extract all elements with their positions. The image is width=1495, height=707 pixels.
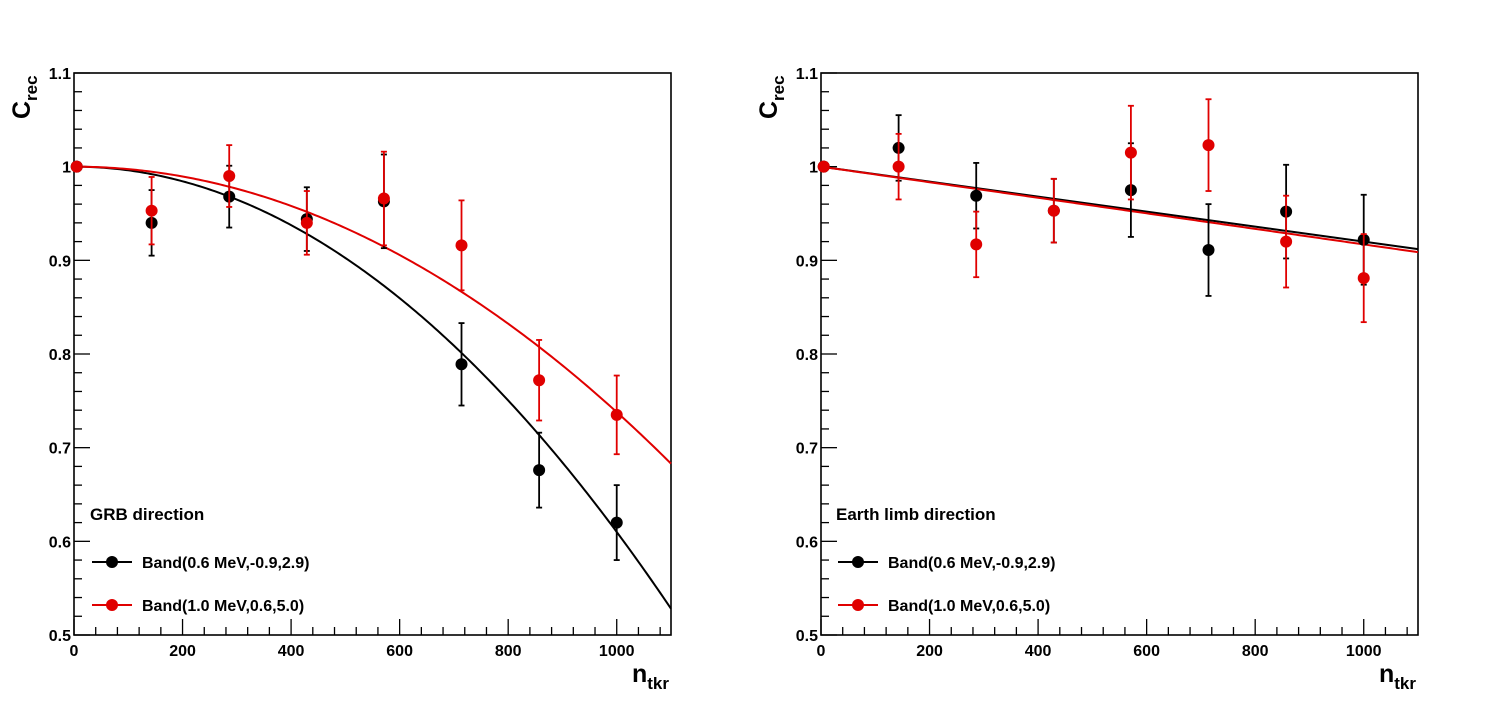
- y-axis-title-sub: rec: [769, 75, 788, 101]
- data-point-series-2: [1047, 204, 1060, 217]
- data-point-series-2: [1202, 139, 1215, 152]
- data-point-series-2: [1124, 146, 1137, 159]
- data-point-series-1: [610, 516, 623, 529]
- y-tick-label: 0.6: [49, 534, 71, 551]
- data-point-series-2: [970, 238, 983, 251]
- x-tick-label: 600: [386, 643, 413, 660]
- y-axis-title: Crec: [8, 75, 41, 119]
- data-point-series-2: [817, 160, 830, 173]
- x-axis-title-sub: tkr: [647, 674, 669, 693]
- legend-marker: [852, 556, 864, 568]
- legend-marker: [106, 599, 118, 611]
- panel-label: Earth limb direction: [836, 505, 996, 524]
- x-axis-title: ntkr: [1379, 660, 1416, 693]
- x-tick-label: 1000: [599, 643, 635, 660]
- data-point-series-2: [610, 408, 623, 421]
- legend-label: Band(0.6 MeV,-0.9,2.9): [888, 555, 1055, 572]
- y-tick-label: 1.1: [49, 66, 71, 83]
- legend-marker: [106, 556, 118, 568]
- data-point-series-2: [892, 160, 905, 173]
- x-tick-label: 0: [817, 643, 826, 660]
- data-point-series-1: [970, 189, 983, 202]
- x-tick-label: 600: [1133, 643, 1160, 660]
- data-point-series-2: [455, 239, 468, 252]
- y-tick-label: 1: [809, 160, 818, 177]
- legend-label: Band(0.6 MeV,-0.9,2.9): [142, 555, 309, 572]
- data-point-series-1: [455, 358, 468, 371]
- data-point-series-2: [1357, 272, 1370, 285]
- y-tick-label: 0.6: [796, 534, 818, 551]
- x-tick-label: 800: [1242, 643, 1269, 660]
- fit-curve-series-2: [820, 165, 1419, 254]
- chart-panel-1: 0 200 400 600 800 1000 0.5 0.6 0.7 0.8 0.9 1 1.1 ntkr…: [8, 66, 672, 693]
- plot-frame: [820, 72, 1419, 636]
- y-tick-label: 0.7: [49, 441, 71, 458]
- x-tick-label: 200: [169, 643, 196, 660]
- panel-label: GRB direction: [90, 505, 204, 524]
- y-tick-label: 1.1: [796, 66, 818, 83]
- y-tick-label: 0.5: [796, 628, 818, 645]
- data-point-series-2: [533, 374, 546, 387]
- y-tick-label: 1: [62, 160, 71, 177]
- fit-curve-series-1: [73, 165, 672, 610]
- fit-curve-series-2: [74, 165, 672, 465]
- legend-label: Band(1.0 MeV,0.6,5.0): [888, 598, 1050, 615]
- y-tick-label: 0.9: [796, 253, 818, 270]
- x-axis-title: ntkr: [632, 660, 669, 693]
- data-point-series-2: [377, 192, 390, 205]
- data-point-series-1: [533, 464, 546, 477]
- y-tick-label: 0.7: [796, 441, 818, 458]
- x-tick-label: 1000: [1346, 643, 1382, 660]
- y-axis-title: Crec: [755, 75, 788, 119]
- x-tick-label: 0: [70, 643, 79, 660]
- data-point-series-2: [1280, 235, 1293, 248]
- data-point-series-2: [145, 204, 158, 217]
- x-tick-label: 400: [278, 643, 305, 660]
- x-axis-title-sub: tkr: [1394, 674, 1416, 693]
- x-tick-label: 400: [1025, 643, 1052, 660]
- y-tick-label: 0.8: [796, 347, 818, 364]
- x-axis-title-main: n: [632, 660, 647, 688]
- legend-label: Band(1.0 MeV,0.6,5.0): [142, 598, 304, 615]
- x-axis-title-main: n: [1379, 660, 1394, 688]
- data-point-series-2: [223, 170, 236, 183]
- plot-frame: [73, 72, 672, 636]
- y-axis-title-main: C: [8, 101, 36, 119]
- data-point-series-2: [70, 160, 83, 173]
- y-tick-label: 0.8: [49, 347, 71, 364]
- y-tick-label: 0.9: [49, 253, 71, 270]
- y-axis-title-sub: rec: [22, 75, 41, 101]
- x-tick-label: 800: [495, 643, 522, 660]
- y-axis-title-main: C: [755, 101, 783, 119]
- x-tick-label: 200: [916, 643, 943, 660]
- data-point-series-2: [300, 216, 313, 229]
- y-tick-label: 0.5: [49, 628, 71, 645]
- data-point-series-1: [1202, 244, 1215, 257]
- chart-panel-2: 0 200 400 600 800 1000 0.5 0.6 0.7 0.8 0.9 1 1.1 ntkr…: [755, 66, 1419, 693]
- legend-marker: [852, 599, 864, 611]
